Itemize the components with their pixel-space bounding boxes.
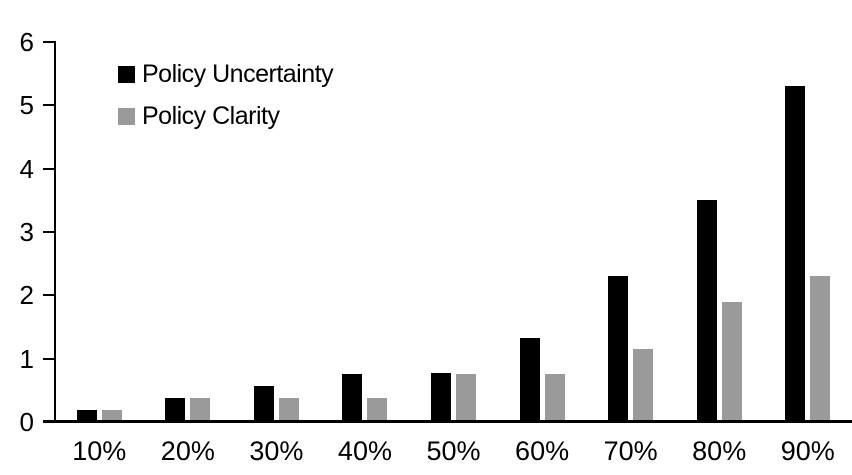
- bar-uncertainty-90%: [785, 85, 806, 422]
- y-tick-mark: [43, 294, 55, 297]
- x-tick-label: 40%: [337, 436, 392, 466]
- chart-legend: Policy Uncertainty Policy Clarity: [118, 60, 334, 144]
- y-tick-mark: [43, 104, 55, 107]
- bar-clarity-10%: [101, 409, 122, 422]
- x-tick-label: 60%: [515, 436, 570, 466]
- bar-uncertainty-30%: [253, 385, 274, 422]
- bar-uncertainty-60%: [519, 337, 540, 422]
- legend-item-policy-uncertainty: Policy Uncertainty: [118, 60, 334, 89]
- legend-label-policy-uncertainty: Policy Uncertainty: [142, 60, 334, 88]
- x-axis-line: [43, 420, 852, 423]
- policy-clarity-swatch-icon: [118, 108, 135, 125]
- y-tick-label: 2: [19, 280, 34, 311]
- x-tick-label: 20%: [160, 436, 215, 466]
- bar-clarity-50%: [456, 373, 477, 422]
- bar-clarity-90%: [810, 275, 831, 422]
- y-tick-label: 4: [19, 153, 34, 184]
- x-tick-label: 80%: [692, 436, 747, 466]
- x-tick-label: 50%: [426, 436, 481, 466]
- x-tick-label: 90%: [780, 436, 835, 466]
- bar-uncertainty-50%: [431, 372, 452, 422]
- bar-uncertainty-10%: [76, 409, 97, 422]
- x-tick-label: 70%: [603, 436, 658, 466]
- bar-uncertainty-80%: [696, 199, 717, 422]
- y-tick-label: 0: [19, 407, 34, 437]
- y-tick-label: 5: [19, 90, 34, 121]
- x-tick-label: 10%: [72, 436, 127, 466]
- y-tick-label: 3: [19, 217, 34, 247]
- bar-clarity-20%: [190, 397, 211, 422]
- bar-clarity-70%: [633, 349, 654, 422]
- y-tick-mark: [43, 357, 55, 360]
- legend-item-policy-clarity: Policy Clarity: [118, 102, 333, 131]
- bar-clarity-60%: [544, 373, 565, 422]
- policy-uncertainty-swatch-icon: [118, 66, 135, 83]
- bar-uncertainty-40%: [342, 373, 363, 422]
- y-tick-mark: [43, 41, 55, 43]
- bar-uncertainty-20%: [165, 397, 186, 422]
- y-tick-mark: [43, 167, 55, 170]
- y-tick-label: 1: [19, 343, 34, 374]
- y-axis-line: [54, 41, 56, 422]
- y-tick-mark: [43, 231, 55, 233]
- bar-uncertainty-70%: [608, 275, 629, 422]
- bar-clarity-30%: [278, 397, 299, 422]
- legend-label-policy-clarity: Policy Clarity: [142, 102, 280, 130]
- bar-clarity-40%: [367, 397, 388, 422]
- y-tick-label: 6: [19, 27, 34, 57]
- bar-clarity-80%: [721, 301, 742, 422]
- x-tick-label: 30%: [249, 436, 304, 466]
